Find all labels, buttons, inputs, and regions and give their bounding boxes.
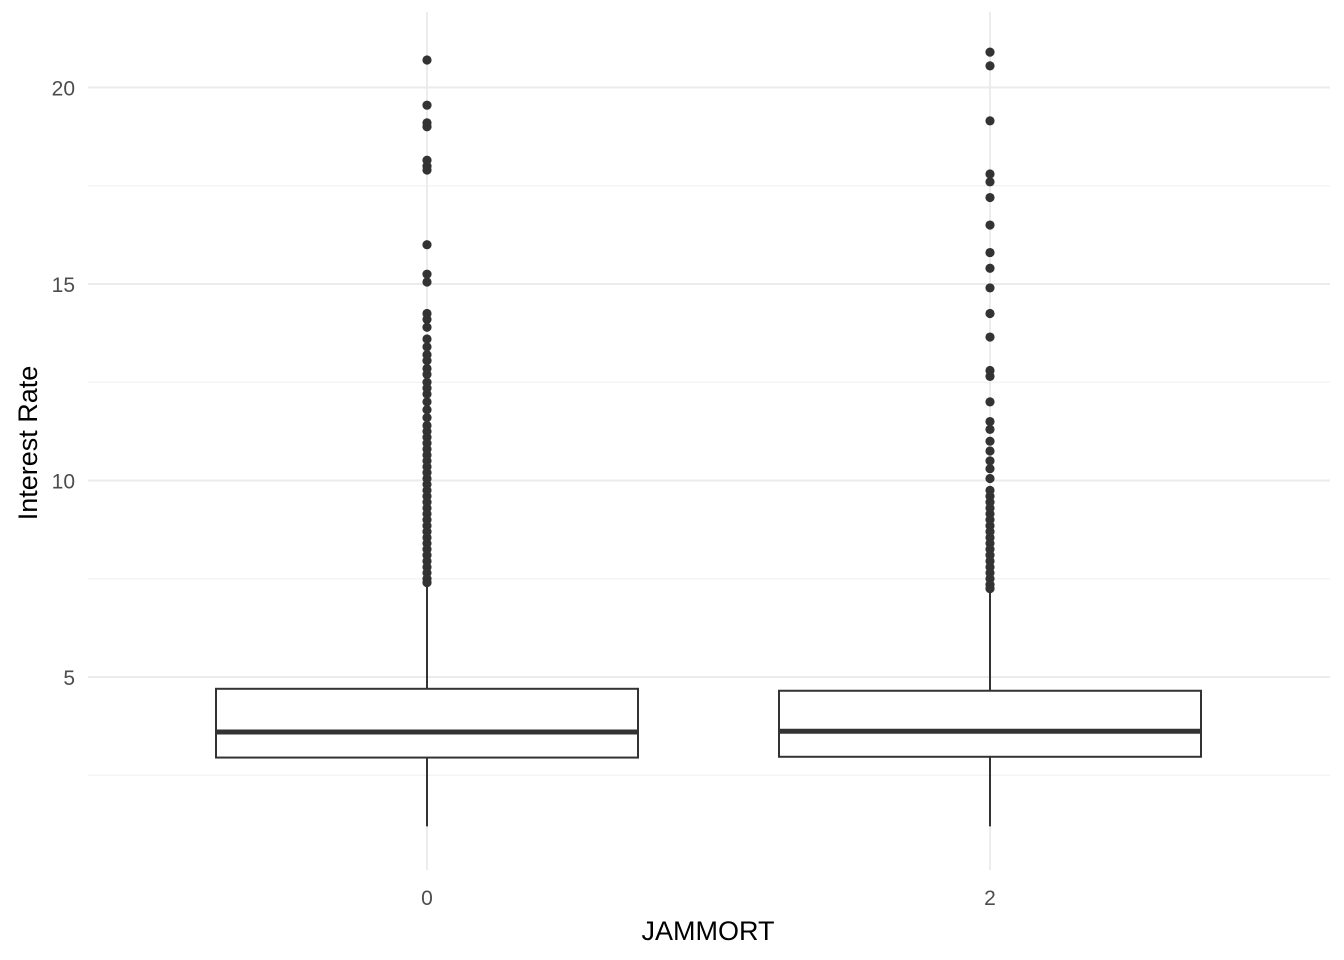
- outlier-point: [422, 240, 432, 250]
- outlier-points: [422, 47, 995, 594]
- outlier-point: [422, 389, 432, 399]
- outlier-point: [422, 342, 432, 352]
- outlier-point: [422, 100, 432, 110]
- x-tick-label: 2: [984, 887, 996, 910]
- outlier-point: [985, 436, 995, 446]
- box-iqr: [778, 689, 1202, 758]
- outlier-point: [985, 169, 995, 179]
- y-axis-title: Interest Rate: [13, 366, 43, 521]
- outlier-point: [422, 369, 432, 379]
- outlier-point: [985, 583, 995, 594]
- outlier-point: [422, 356, 432, 366]
- outlier-point: [985, 424, 995, 435]
- outlier-point: [422, 122, 432, 132]
- outlier-point: [985, 332, 995, 342]
- outlier-point: [422, 55, 432, 65]
- y-tick-label: 15: [52, 274, 75, 297]
- outlier-point: [422, 334, 432, 344]
- outlier-point: [985, 446, 995, 456]
- outlier-point: [985, 192, 995, 203]
- outlier-point: [985, 247, 995, 258]
- outlier-point: [985, 416, 995, 427]
- outlier-point: [422, 405, 432, 415]
- outlier-point: [422, 269, 432, 279]
- y-tick-labels: 5 10 15 20: [52, 78, 75, 691]
- outlier-point: [985, 116, 995, 126]
- outlier-point: [985, 47, 995, 57]
- outlier-point: [985, 456, 995, 466]
- outlier-point: [985, 397, 995, 407]
- outlier-point: [985, 371, 995, 381]
- outlier-point: [985, 464, 995, 474]
- outlier-point: [985, 61, 995, 71]
- outlier-point: [985, 220, 995, 230]
- boxes: [215, 584, 1202, 827]
- box-iqr: [215, 687, 639, 759]
- outlier-point: [422, 413, 432, 423]
- y-tick-label: 20: [52, 78, 75, 101]
- outlier-point: [422, 397, 432, 407]
- outlier-point: [422, 314, 432, 324]
- outlier-point: [985, 283, 995, 293]
- outlier-point: [422, 322, 432, 332]
- y-tick-label: 10: [52, 471, 75, 494]
- x-axis-title: JAMMORT: [642, 916, 775, 946]
- x-tick-label: 0: [421, 887, 433, 910]
- outlier-point: [985, 473, 995, 484]
- outlier-point: [985, 177, 995, 187]
- outlier-point: [422, 277, 432, 287]
- outlier-point: [985, 263, 995, 273]
- outlier-point: [422, 578, 432, 588]
- outlier-point: [985, 308, 995, 319]
- y-tick-label: 5: [63, 667, 75, 690]
- outlier-point: [422, 165, 432, 175]
